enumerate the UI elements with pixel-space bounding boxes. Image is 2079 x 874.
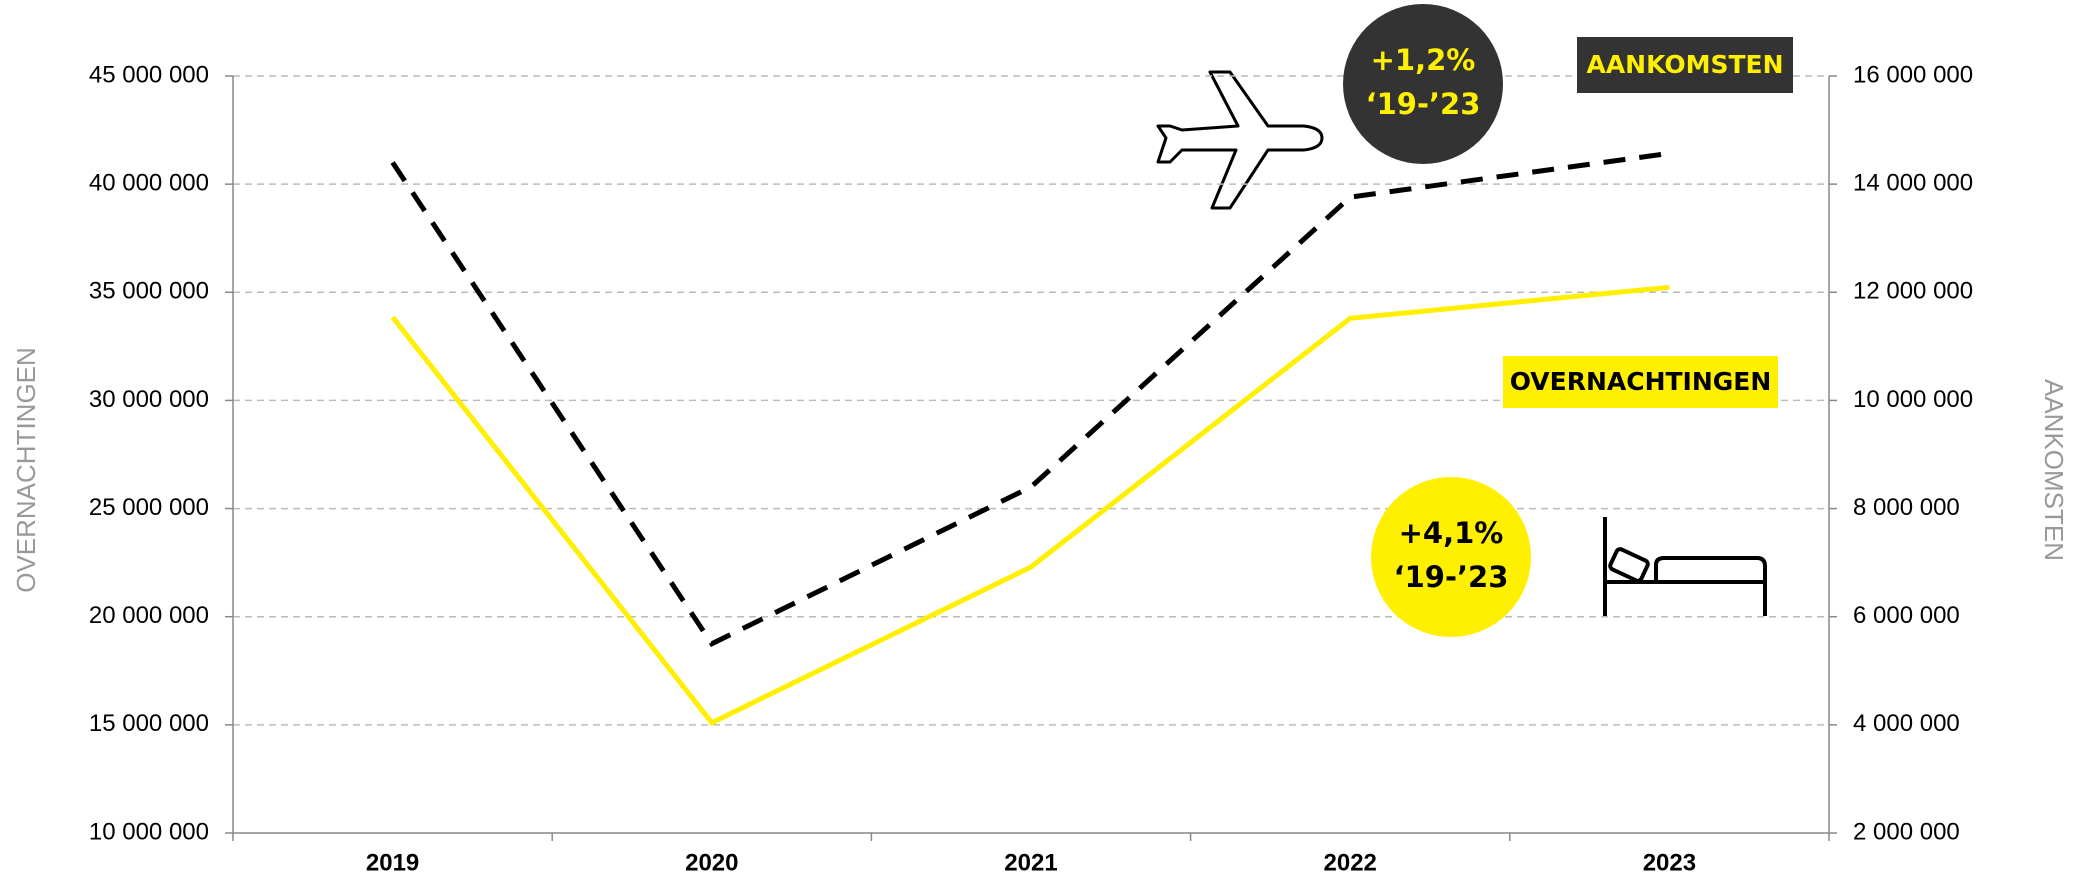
series-line xyxy=(390,284,1670,726)
y2-tick-label: 12 000 000 xyxy=(1853,278,1973,305)
x-tick-label: 2022 xyxy=(1324,849,1377,874)
legend-label: OVERNACHTINGEN xyxy=(1510,367,1772,396)
annotation-text: +4,1% xyxy=(1399,516,1504,550)
y-tick-label: 10 000 000 xyxy=(89,818,209,845)
x-tick-label: 2021 xyxy=(1004,849,1057,874)
x-tick-label: 2023 xyxy=(1643,849,1696,874)
y2-tick-label: 4 000 000 xyxy=(1853,710,1960,737)
legend-box xyxy=(1577,37,1793,93)
y2-tick-label: 14 000 000 xyxy=(1853,169,1973,196)
y-tick-label: 15 000 000 xyxy=(89,710,209,737)
annotation-circle xyxy=(1371,477,1531,637)
x-tick-label: 2020 xyxy=(685,849,738,874)
y2-tick-label: 6 000 000 xyxy=(1853,602,1960,629)
y-tick-label: 25 000 000 xyxy=(89,494,209,521)
y-tick-label: 45 000 000 xyxy=(89,61,209,88)
annotation-text: ‘19-’23 xyxy=(1394,560,1509,594)
y-tick-label: 20 000 000 xyxy=(89,602,209,629)
y2-tick-label: 8 000 000 xyxy=(1853,494,1960,521)
y-tick-label: 30 000 000 xyxy=(89,386,209,413)
x-tick-label: 2019 xyxy=(366,849,419,874)
y-tick-label: 35 000 000 xyxy=(89,278,209,305)
plane-icon xyxy=(1156,70,1324,210)
y2-tick-label: 16 000 000 xyxy=(1853,61,1973,88)
annotation-circle xyxy=(1343,4,1503,164)
bed-icon xyxy=(1603,517,1767,616)
y2-tick-label: 10 000 000 xyxy=(1853,386,1973,413)
annotation-text: ‘19-’23 xyxy=(1366,87,1481,121)
legend-label: AANKOMSTEN xyxy=(1586,50,1783,79)
annotation-text: +1,2% xyxy=(1371,43,1476,77)
y-tick-label: 40 000 000 xyxy=(89,169,209,196)
y2-tick-label: 2 000 000 xyxy=(1853,818,1960,845)
y2-axis-title: AANKOMSTEN xyxy=(2039,379,2069,561)
legend-box xyxy=(1503,356,1778,408)
y-axis-title: OVERNACHTINGEN xyxy=(11,347,41,593)
